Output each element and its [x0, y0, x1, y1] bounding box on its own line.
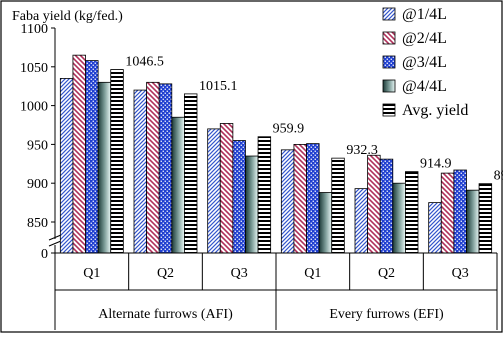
bar--1-4l-4	[354, 188, 369, 254]
bar--2-4l-1	[146, 81, 160, 254]
bar--2-4l-0	[72, 54, 86, 254]
x-group-label: Every furrows (EFI)	[329, 307, 444, 322]
x-tick-label: Q1	[304, 266, 321, 281]
data-labels: 1046.5 1015.1 959.9 932.3 914.9 899.4	[125, 55, 503, 184]
bar--3-4l-0	[85, 60, 99, 254]
axis-break-mark	[48, 240, 62, 247]
bar--1-4l-3	[280, 149, 295, 254]
bar--2-4l-4	[367, 154, 381, 254]
bar-avg-yield-3	[331, 157, 345, 254]
x-tick-label: Q3	[452, 266, 469, 281]
x-group-label: Alternate furrows (AFI)	[98, 307, 233, 322]
data-label: 959.9	[273, 122, 305, 137]
y-tick-label: 900	[27, 177, 48, 192]
data-label: 932.3	[346, 143, 378, 158]
legend-label: @4/4L	[402, 78, 447, 95]
legend-swatch	[382, 55, 396, 69]
x-tick-label: Q2	[378, 266, 395, 281]
axis-break-mark	[48, 234, 62, 241]
legend-swatch	[382, 7, 396, 21]
x-tick-label: Q3	[231, 266, 248, 281]
legend-label: @1/4L	[402, 6, 447, 23]
bar--4-4l-0	[97, 81, 112, 254]
legend-swatch	[382, 31, 396, 45]
legend-label: @2/4L	[402, 30, 447, 47]
bar--3-4l-5	[453, 169, 467, 254]
bar--1-4l-5	[428, 202, 442, 254]
bar--2-4l-2	[219, 123, 234, 254]
bar--3-4l-4	[379, 158, 394, 254]
bar--4-4l-4	[392, 182, 406, 254]
bar--4-4l-3	[318, 192, 333, 254]
bar--3-4l-3	[306, 143, 320, 254]
data-label: 899.4	[494, 169, 503, 184]
y-tick-label: 850	[27, 216, 48, 231]
legend: @1/4L @2/4L @3/4L @4/4L Avg. yield	[382, 6, 468, 119]
y-tick-label: 1050	[20, 61, 48, 76]
bar-avg-yield-1	[183, 93, 198, 254]
data-label: 914.9	[420, 157, 452, 172]
legend-swatch	[382, 79, 396, 93]
bar--2-4l-5	[440, 172, 455, 254]
y-tick-label: 0	[41, 247, 48, 262]
y-tick-label: 1000	[20, 100, 48, 115]
x-axis: Q1 Q2 Q3 Q1 Q2 Q3 Alternate furrows (AFI) Every…	[54, 252, 498, 330]
bar-avg-yield-0	[110, 69, 124, 254]
bar-avg-yield-2	[257, 136, 272, 254]
legend-label: Avg. yield	[402, 102, 468, 119]
bar--4-4l-5	[466, 189, 480, 254]
y-tick-label: 1100	[21, 22, 48, 37]
bar-avg-yield-4	[404, 171, 419, 254]
bar--3-4l-2	[232, 140, 246, 254]
bar-avg-yield-5	[478, 183, 493, 254]
y-tick-label: 950	[27, 138, 48, 153]
bar--1-4l-2	[207, 128, 221, 254]
x-tick-label: Q2	[157, 266, 174, 281]
bar--4-4l-2	[245, 155, 259, 254]
data-label: 1015.1	[199, 79, 238, 94]
bar--3-4l-1	[158, 83, 173, 254]
bar--4-4l-1	[171, 116, 185, 254]
data-label: 1046.5	[125, 55, 164, 70]
y-axis-title: Faba yield (kg/fed.)	[12, 9, 123, 24]
bars	[59, 54, 493, 254]
x-tick-label: Q1	[83, 266, 100, 281]
legend-swatch	[382, 103, 396, 117]
bar--1-4l-0	[59, 78, 74, 254]
legend-label: @3/4L	[402, 54, 447, 71]
bar--1-4l-1	[133, 89, 148, 254]
y-axis: 0 850 900 950 1000 1050 1100	[20, 22, 62, 262]
bar--2-4l-3	[293, 143, 307, 254]
